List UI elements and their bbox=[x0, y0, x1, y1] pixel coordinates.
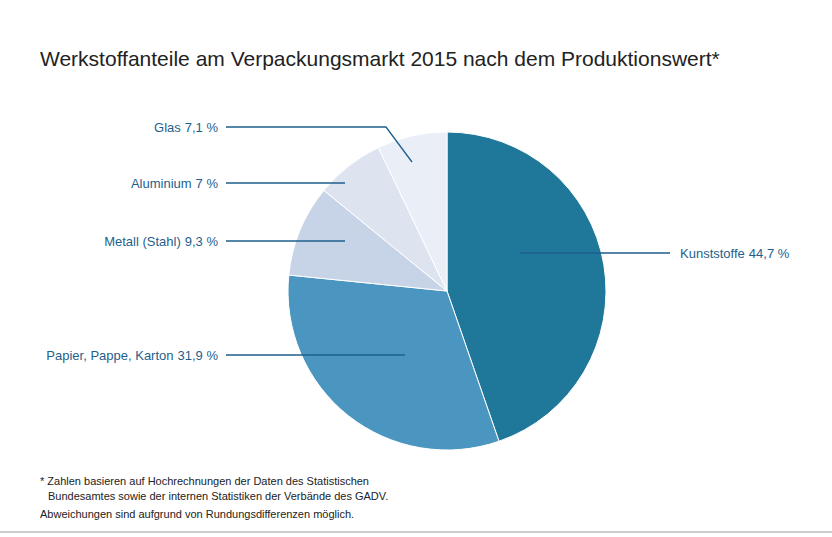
leader-line bbox=[226, 354, 405, 355]
value-label: 44,7 % bbox=[749, 246, 790, 261]
category-label: Metall (Stahl) bbox=[104, 234, 181, 249]
value-label: 7 % bbox=[196, 176, 219, 191]
leader-line bbox=[226, 127, 412, 162]
value-label: 31,9 % bbox=[178, 348, 219, 363]
slice-label: Metall (Stahl) 9,3 % bbox=[104, 234, 218, 249]
chart: Werkstoffanteile am Verpackungsmarkt 201… bbox=[0, 0, 832, 537]
footnote-line: Bundesamtes sowie der internen Statistik… bbox=[48, 490, 388, 502]
bottom-rule bbox=[0, 532, 832, 533]
value-label: 9,3 % bbox=[185, 234, 219, 249]
slice-label: Glas 7,1 % bbox=[154, 120, 218, 135]
category-label: Kunststoffe bbox=[680, 246, 745, 261]
slice bbox=[288, 275, 499, 450]
slice bbox=[378, 132, 447, 291]
value-label: 7,1 % bbox=[185, 120, 219, 135]
labels: Kunststoffe 44,7 % Papier, Pappe, Karton 31… bbox=[46, 120, 789, 363]
footnote-line: Abweichungen sind aufgrund von Rundungsd… bbox=[40, 508, 354, 520]
slice-label: Papier, Pappe, Karton 31,9 % bbox=[46, 348, 218, 363]
category-label: Papier, Pappe, Karton bbox=[46, 348, 173, 363]
pie bbox=[288, 132, 606, 450]
slice-label: Kunststoffe 44,7 % bbox=[680, 246, 790, 261]
footnote: * Zahlen basieren auf Hochrechnungen der… bbox=[40, 475, 388, 520]
leader-line bbox=[520, 252, 670, 253]
category-label: Glas bbox=[154, 120, 181, 135]
title: Werkstoffanteile am Verpackungsmarkt 201… bbox=[40, 47, 720, 70]
leader-line bbox=[226, 182, 345, 183]
leader-line bbox=[226, 240, 345, 241]
footnote-line: * Zahlen basieren auf Hochrechnungen der… bbox=[40, 475, 369, 487]
category-label: Aluminium bbox=[131, 176, 192, 191]
slice-label: Aluminium 7 % bbox=[131, 176, 219, 191]
